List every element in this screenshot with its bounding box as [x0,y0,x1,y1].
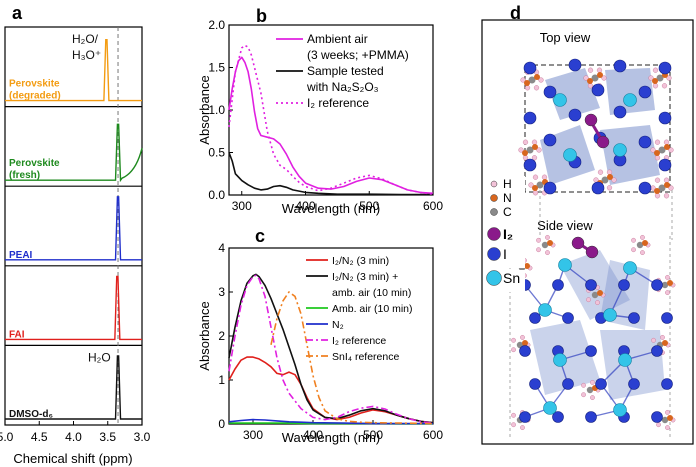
element-legend-label: C [503,205,512,219]
panel-b-x-axis-label: Wavelength (nm) [282,201,381,216]
x-tick-label: 500 [359,199,379,213]
legend-label: I₂ reference [332,335,386,347]
nmr-sample-label: Perovskite [9,79,60,90]
nmr-x-tick-label: 5.0 [0,430,14,444]
legend-label: with Na₂S₂O₃ [306,80,379,94]
series-line-5 [270,291,434,425]
element-legend-swatch [490,208,498,216]
side-view-structure-illustration [509,190,676,440]
nmr-traces [5,39,143,420]
panel-label-a: a [12,3,23,23]
x-tick-label: 500 [363,428,383,442]
series-line-3 [228,418,433,425]
nmr-sample-label: PEAI [9,250,33,261]
y-tick-label: 1.0 [208,103,225,117]
nmr-panel: Perovskite(degraded)Perovskite(fresh)PEA… [0,26,151,466]
y-tick-label: 4 [218,241,225,255]
crystal-structure-panel: Top view Side view [481,19,694,445]
legend-label: Ambient air [307,32,368,46]
x-tick-label: 600 [423,428,443,442]
x-tick-label: 600 [423,199,443,213]
nmr-trace-4 [5,355,142,420]
nmr-x-ticks: 5.0 4.5 4.0 3.5 3.0 [0,421,151,444]
y-tick-label: 0 [218,417,225,431]
element-legend-label: N [503,191,512,205]
y-tick-label: 2.0 [208,18,225,32]
panel-label-d: d [510,3,521,23]
nmr-trace-2 [5,196,142,261]
element-legend-swatch [490,180,498,188]
element-legend-swatch [486,270,502,286]
y-tick-label: 1 [218,373,225,387]
y-tick-label: 3 [218,285,225,299]
panel-label-c: c [255,226,265,246]
nmr-separators [5,105,142,346]
x-tick-label: 300 [232,199,252,213]
nmr-peak-annotation: H₂O/ [72,32,99,46]
nmr-sample-label: (fresh) [9,170,40,181]
legend-label: Sample tested [307,64,384,78]
x-tick-label: 400 [295,199,315,213]
element-legend-label: H [503,177,512,191]
legend-label: SnI₄ reference [332,351,399,363]
series-line-4 [228,274,434,424]
panel-label-b: b [256,6,267,26]
legend-label: I₂/N₂ (3 min) [332,255,389,267]
x-tick-label: 300 [243,428,263,442]
nmr-peak-annotation: H₃O⁺ [72,48,101,62]
series-line-0 [228,356,434,424]
y-tick-label: 2 [218,329,225,343]
panel-b-y-axis-label: Absorbance [197,75,212,144]
panel-c-x-axis-label: Wavelength (nm) [282,430,381,445]
nmr-annotations: H₂O/H₃O⁺ H₂O [72,32,111,364]
nmr-x-axis-label: Chemical shift (ppm) [13,451,132,466]
series-line-1 [228,273,434,424]
nmr-sample-label: Perovskite [9,158,60,169]
nmr-x-tick-label: 3.0 [134,430,151,444]
legend-label: N₂ [332,319,344,331]
nmr-x-tick-label: 3.5 [99,430,116,444]
series-line-1 [228,152,433,196]
element-legend-label: I [503,246,507,262]
element-legend-swatch [490,194,498,202]
legend-label: (3 weeks; +PMMA) [307,48,409,62]
legend-label: Amb. air (10 min) [332,303,413,315]
y-tick-label: 0.5 [208,146,225,160]
element-legend-label: I₂ [503,226,513,242]
nmr-peak-annotation: H₂O [88,350,111,364]
nmr-trace-0 [5,39,142,102]
element-legend-label: Sn [503,270,520,286]
side-view-label: Side view [537,218,593,233]
element-legend: HNC I₂ I Sn [486,176,525,292]
y-tick-label: 0.0 [208,188,225,202]
nmr-x-tick-label: 4.0 [65,430,82,444]
nmr-x-tick-label: 4.5 [31,430,48,444]
panel-c-legend: I₂/N₂ (3 min) I₂/N₂ (3 min) + amb. air (10… [306,255,413,363]
legend-label: I₂/N₂ (3 min) + [332,271,398,283]
nmr-sample-label: (degraded) [9,91,61,102]
nmr-sample-label: FAI [9,329,25,340]
nmr-trace-3 [5,275,142,341]
nmr-trace-1 [5,123,143,183]
x-tick-label: 400 [303,428,323,442]
element-legend-swatch [487,227,501,241]
legend-label: I₂ reference [307,96,369,110]
uv-vis-panel-b: 300 400 500 600 0.0 0.5 1.0 1.5 2.0 Ambient air (… [197,18,443,216]
panel-c-y-axis-label: Absorbance [197,301,212,370]
element-legend-swatch [487,247,501,261]
legend-label: amb. air (10 min) [332,287,411,299]
panel-b-legend: Ambient air (3 weeks; +PMMA) Sample tested… [276,32,409,110]
nmr-sample-labels: Perovskite(degraded)Perovskite(fresh)PEA… [9,79,61,420]
top-view-label: Top view [540,30,591,45]
panel-c-frame [228,247,434,425]
y-tick-label: 1.5 [208,61,225,75]
top-view-structure-illustration [518,58,674,199]
nmr-sample-label: DMSO-d₆ [9,409,53,420]
series-line-0 [228,56,434,195]
